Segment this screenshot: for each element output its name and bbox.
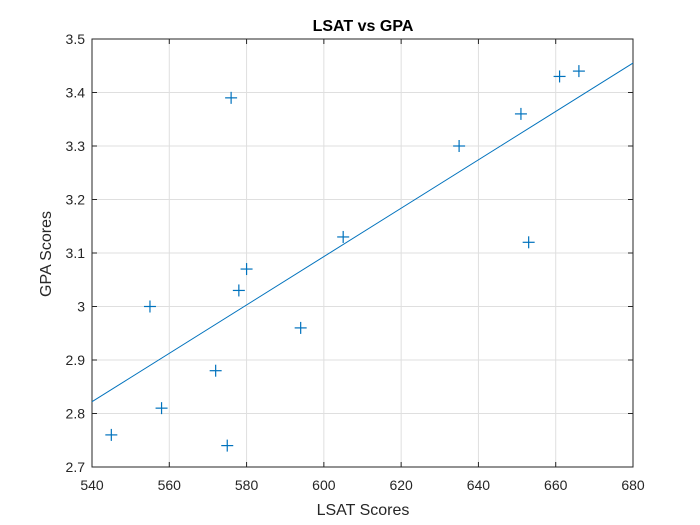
y-tick-label: 3.5 <box>66 31 86 47</box>
y-tick-label: 3.2 <box>66 192 86 208</box>
y-axis-label: GPA Scores <box>38 211 55 297</box>
data-point <box>209 364 222 377</box>
fit-line <box>91 62 634 403</box>
y-tick-label: 3.3 <box>66 138 86 154</box>
chart-title: LSAT vs GPA <box>313 18 414 35</box>
fit-line-group <box>91 62 634 403</box>
data-point <box>553 70 566 83</box>
x-tick-label: 600 <box>312 477 336 493</box>
data-markers <box>105 65 585 452</box>
data-point <box>225 91 238 104</box>
y-tick-labels: 2.7 2.8 2.9 3 3.1 3.2 3.3 3.4 3.5 <box>66 31 86 475</box>
data-point <box>514 107 527 120</box>
x-tick-label: 640 <box>467 477 491 493</box>
x-tick-label: 660 <box>544 477 568 493</box>
data-point <box>105 428 118 441</box>
axis-ticks <box>91 38 634 468</box>
y-tick-label: 3.1 <box>66 245 86 261</box>
y-tick-label: 2.9 <box>66 352 86 368</box>
data-point <box>221 439 234 452</box>
data-point <box>143 300 156 313</box>
x-tick-label: 560 <box>158 477 182 493</box>
data-point <box>240 263 253 276</box>
data-point <box>294 321 307 334</box>
y-tick-label: 3.4 <box>66 85 86 101</box>
y-tick-label: 2.7 <box>66 459 86 475</box>
y-tick-label: 3 <box>77 299 85 315</box>
data-point <box>337 230 350 243</box>
x-tick-label: 680 <box>621 477 645 493</box>
data-point <box>572 65 585 78</box>
data-point <box>522 236 535 249</box>
data-point <box>453 140 466 152</box>
x-tick-labels: 540 560 580 600 620 640 660 680 <box>80 477 645 493</box>
data-point <box>232 284 245 297</box>
x-tick-label: 540 <box>80 477 104 493</box>
y-tick-label: 2.8 <box>66 406 86 422</box>
x-axis-label: LSAT Scores <box>317 502 410 519</box>
x-tick-label: 620 <box>389 477 413 493</box>
data-point <box>155 402 168 415</box>
x-tick-label: 580 <box>235 477 259 493</box>
